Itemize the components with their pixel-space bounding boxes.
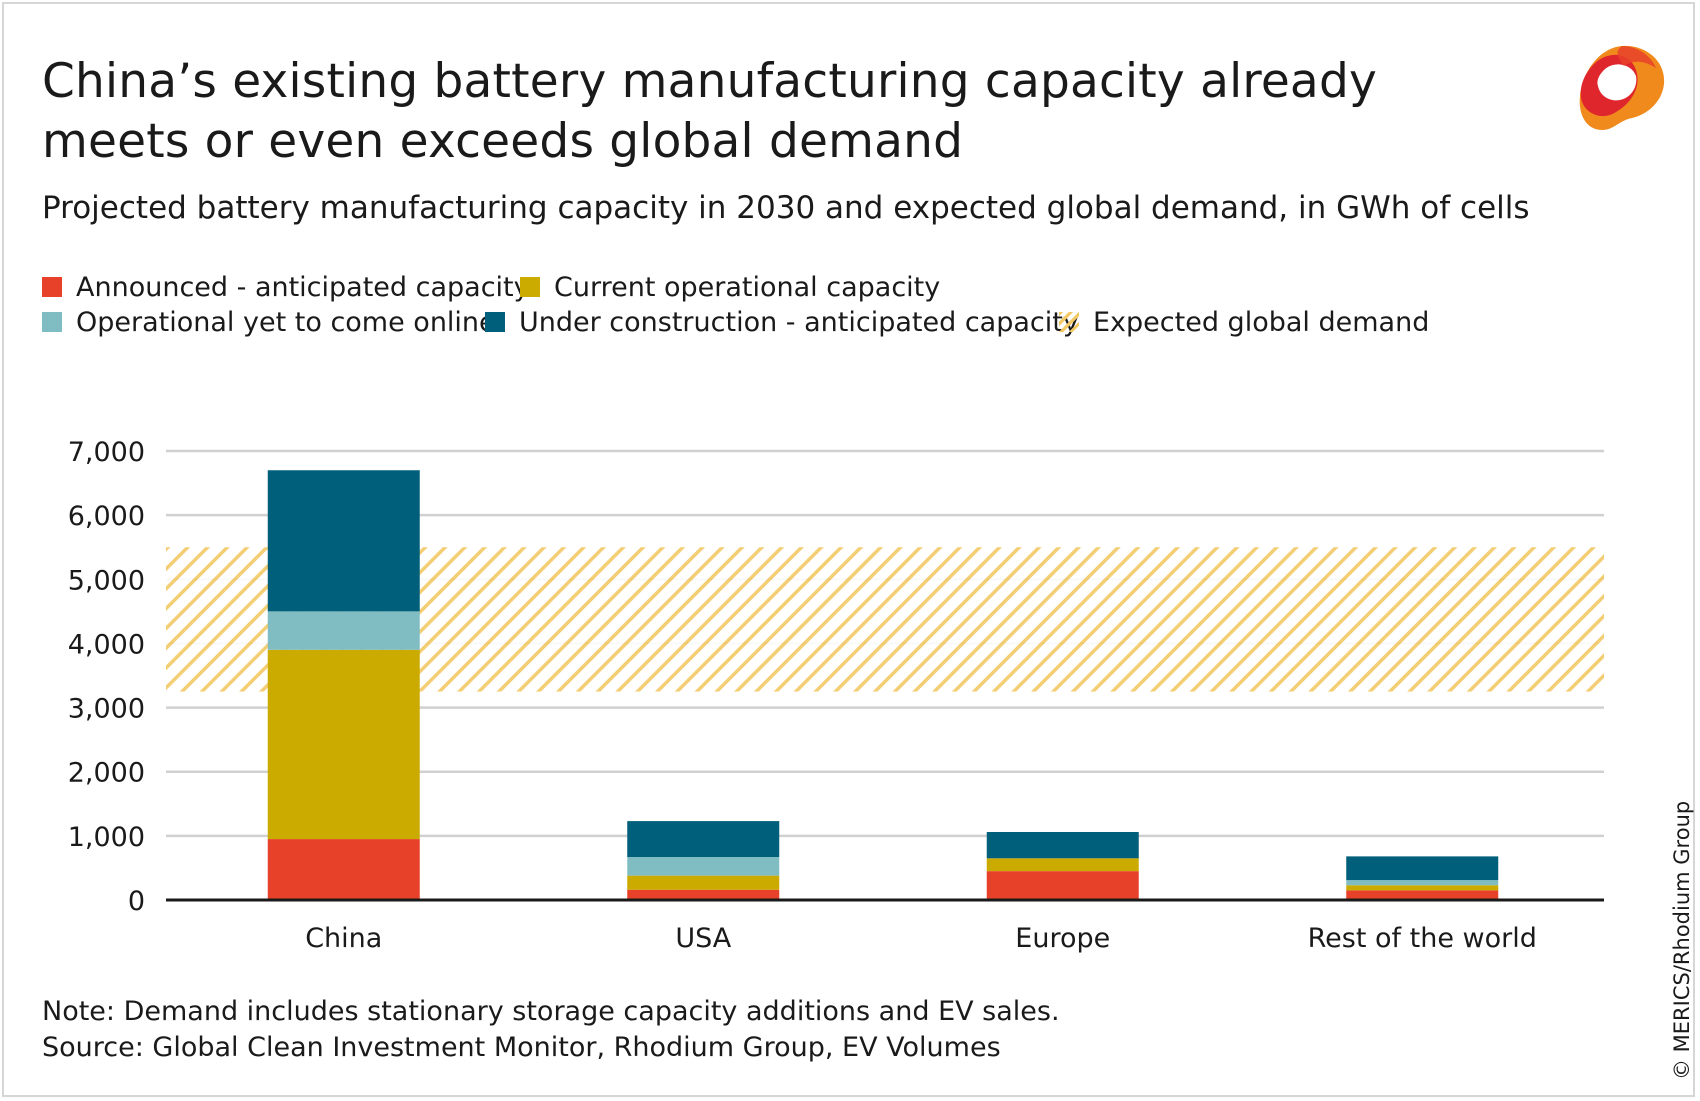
bar-segment-announced xyxy=(267,839,420,900)
bars xyxy=(267,470,1499,900)
x-tick-label: Europe xyxy=(1015,923,1110,954)
bar-segment-construction xyxy=(627,821,780,858)
footer-source: Source: Global Clean Investment Monitor,… xyxy=(42,1032,1001,1063)
legend-item-demand: Expected global demand xyxy=(1059,307,1429,338)
bar-segment-construction xyxy=(1346,856,1499,881)
axes: 0 1,000 2,000 3,000 4,000 5,000 6,000 7,000 Chin… xyxy=(68,437,1604,954)
y-tick-label: 0 xyxy=(128,886,145,917)
y-tick-label: 7,000 xyxy=(68,437,145,468)
y-tick-label: 2,000 xyxy=(68,758,145,789)
merics-logo-icon xyxy=(1579,45,1665,131)
legend-label-construction: Under construction - anticipated capacit… xyxy=(519,307,1079,338)
bar-segment-operational xyxy=(267,611,420,650)
bar-segment-construction xyxy=(986,832,1139,859)
legend-item-construction: Under construction - anticipated capacit… xyxy=(485,307,1079,338)
y-tick-label: 3,000 xyxy=(68,694,145,725)
legend-swatch-construction xyxy=(485,312,505,332)
bar-segment-operational xyxy=(627,857,780,876)
legend-item-announced: Announced - anticipated capacity xyxy=(42,272,530,303)
y-tick-label: 4,000 xyxy=(68,629,145,660)
legend-swatch-operational xyxy=(42,312,62,332)
legend-label-operational: Operational yet to come online xyxy=(76,307,496,338)
legend-label-demand: Expected global demand xyxy=(1093,307,1430,338)
y-tick-label: 6,000 xyxy=(68,501,145,532)
y-tick-label: 1,000 xyxy=(68,822,145,853)
legend-swatch-current xyxy=(520,277,540,297)
bar-segment-announced xyxy=(1346,890,1499,900)
legend-label-current: Current operational capacity xyxy=(554,272,941,303)
legend-swatch-demand xyxy=(1059,312,1079,332)
bar-segment-current xyxy=(1346,885,1499,891)
legend-item-current: Current operational capacity xyxy=(520,272,940,303)
footer: Note: Demand includes stationary storage… xyxy=(42,994,1060,1066)
copyright-text: © MERICS/Rhodium Group xyxy=(1670,800,1694,1080)
legend-swatch-announced xyxy=(42,277,62,297)
bar-segment-announced xyxy=(986,871,1139,900)
footer-note: Note: Demand includes stationary storage… xyxy=(42,996,1060,1027)
x-tick-label: China xyxy=(305,923,382,954)
bar-segment-current xyxy=(986,858,1139,872)
x-tick-label: USA xyxy=(675,923,731,954)
chart-subtitle: Projected battery manufacturing capacity… xyxy=(42,190,1530,226)
x-tick-label: Rest of the world xyxy=(1308,923,1537,954)
chart-title: China’s existing battery manufacturing c… xyxy=(42,54,1377,169)
bar-segment-construction xyxy=(267,470,420,612)
bar-segment-current xyxy=(627,875,780,890)
legend-item-operational: Operational yet to come online xyxy=(42,307,496,338)
bar-segment-current xyxy=(267,649,420,840)
bar-segment-operational xyxy=(1346,880,1499,886)
legend-label-announced: Announced - anticipated capacity xyxy=(76,272,530,303)
y-tick-label: 5,000 xyxy=(68,565,145,596)
bar-segment-announced xyxy=(627,889,780,900)
